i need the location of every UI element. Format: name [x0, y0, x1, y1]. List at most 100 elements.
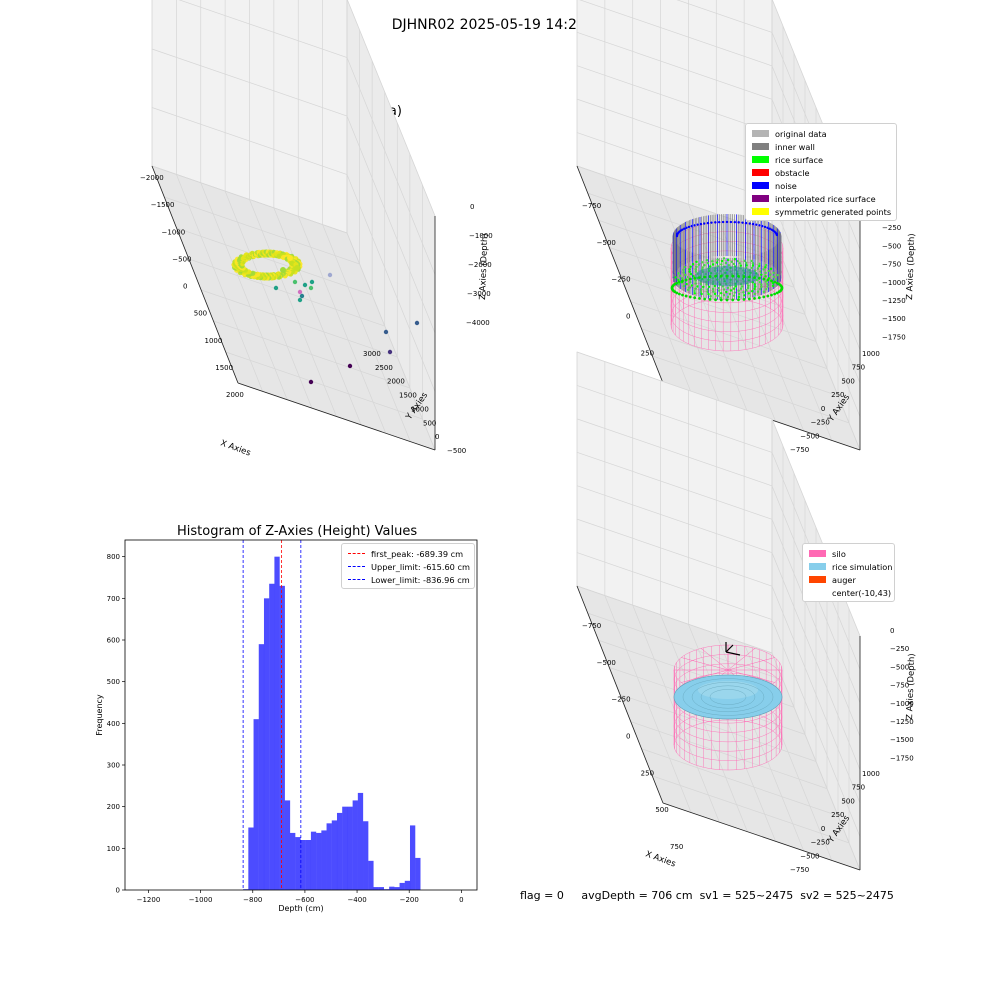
data-point — [292, 269, 298, 275]
rice-surface-point — [707, 267, 710, 270]
data-point — [252, 272, 258, 278]
rice-surface-point — [677, 278, 680, 282]
rice-surface-point — [726, 274, 729, 278]
histogram-bar — [290, 832, 296, 890]
rice-surface-point — [725, 268, 729, 272]
data-point — [294, 259, 300, 265]
histogram-bar — [321, 830, 327, 890]
data-point — [237, 256, 243, 262]
rice-surface-point — [726, 258, 730, 262]
data-point — [286, 269, 292, 275]
data-point — [260, 250, 266, 257]
data-point — [242, 272, 248, 278]
rice-surface-point — [768, 273, 772, 276]
rice-surface-point — [767, 277, 771, 280]
legend-item-obstacle: obstacle — [752, 166, 890, 179]
rice-surface-point — [725, 276, 729, 280]
x-tick-label: −400 — [347, 896, 366, 904]
rice-surface-point — [743, 271, 746, 275]
rice-surface-point — [711, 277, 714, 280]
y-tick-label: −500 — [800, 432, 819, 440]
rice-surface-point — [730, 260, 733, 263]
data-point — [288, 271, 294, 277]
data-point — [270, 275, 277, 281]
auger-mark — [725, 644, 734, 653]
data-point — [249, 250, 255, 256]
z-tick-label: 0 — [470, 203, 474, 211]
rice-surface-point — [682, 284, 686, 288]
data-point — [260, 275, 266, 281]
data-point — [286, 256, 293, 262]
data-point — [295, 263, 301, 270]
data-point — [240, 259, 247, 265]
rice-surface-point — [744, 261, 748, 265]
legend-label: Lower_limit: -836.96 cm — [371, 574, 470, 585]
y-tick-label: −750 — [790, 866, 809, 874]
gridline — [151, 107, 436, 392]
legend-label: Upper_limit: -615.60 cm — [371, 561, 470, 572]
rice-surface-point — [682, 271, 686, 274]
noise-point — [675, 234, 679, 238]
data-point — [287, 255, 293, 261]
data-point — [258, 251, 265, 257]
histogram-bar — [373, 887, 379, 890]
data-point — [252, 251, 259, 258]
data-point — [276, 250, 283, 257]
gridline — [632, 185, 720, 403]
data-point — [289, 269, 295, 275]
data-point — [234, 267, 240, 273]
rice-surface-point — [691, 263, 695, 266]
legend-item-center: center(-10,43) — [809, 586, 891, 599]
data-point — [260, 252, 266, 258]
data-point — [282, 273, 288, 279]
histogram-bar — [258, 644, 265, 890]
data-point — [241, 256, 247, 262]
rice-surface-point — [719, 298, 723, 302]
pane-floor — [151, 165, 436, 451]
rice-surface-point — [684, 279, 688, 282]
data-point — [274, 251, 280, 257]
gridline — [297, 216, 387, 434]
gridline — [151, 165, 239, 384]
rice-surface-point — [701, 266, 704, 269]
y-tick-label: 500 — [107, 678, 120, 686]
y-tick-label: 700 — [107, 595, 120, 603]
x-tick-label: −750 — [582, 202, 601, 210]
rice-surface-point — [742, 280, 745, 283]
data-point — [254, 273, 260, 279]
y-axis-label: Frequency — [95, 694, 104, 736]
legend-dash — [348, 579, 365, 580]
z-tick-label: −1000 — [890, 700, 914, 708]
data-point — [255, 253, 261, 259]
legend-dash — [348, 553, 365, 554]
rice-surface-point — [693, 276, 697, 280]
rice-surface-point — [729, 284, 732, 287]
data-point — [246, 269, 252, 275]
data-point — [233, 264, 240, 270]
legend-swatch — [809, 550, 826, 557]
rice-surface-point — [688, 277, 692, 281]
silo-spoke — [727, 669, 775, 683]
panel3-title: Histogram of Z-Axies (Height) Values — [177, 524, 418, 539]
rice-surface-point — [681, 279, 684, 283]
data-point — [297, 261, 303, 267]
data-point — [270, 249, 276, 255]
rice-surface-point — [675, 281, 679, 285]
data-point — [240, 268, 246, 274]
rice-surface-point — [682, 268, 685, 271]
rice-surface-point — [753, 276, 756, 280]
rice-surface-point — [742, 291, 745, 294]
data-point — [284, 255, 290, 261]
histogram-bar — [305, 840, 311, 890]
rice-mesh-ring — [700, 685, 756, 709]
gridline — [151, 48, 436, 334]
gridline — [660, 614, 748, 832]
rice-surface-point — [709, 272, 713, 275]
x-tick-label: 750 — [670, 423, 683, 431]
rice-surface-point — [737, 289, 740, 292]
x-axis-line — [151, 165, 239, 384]
rice-surface-point — [775, 278, 778, 281]
legend-swatch — [809, 576, 826, 583]
data-point — [238, 262, 244, 268]
data-point — [290, 263, 296, 269]
